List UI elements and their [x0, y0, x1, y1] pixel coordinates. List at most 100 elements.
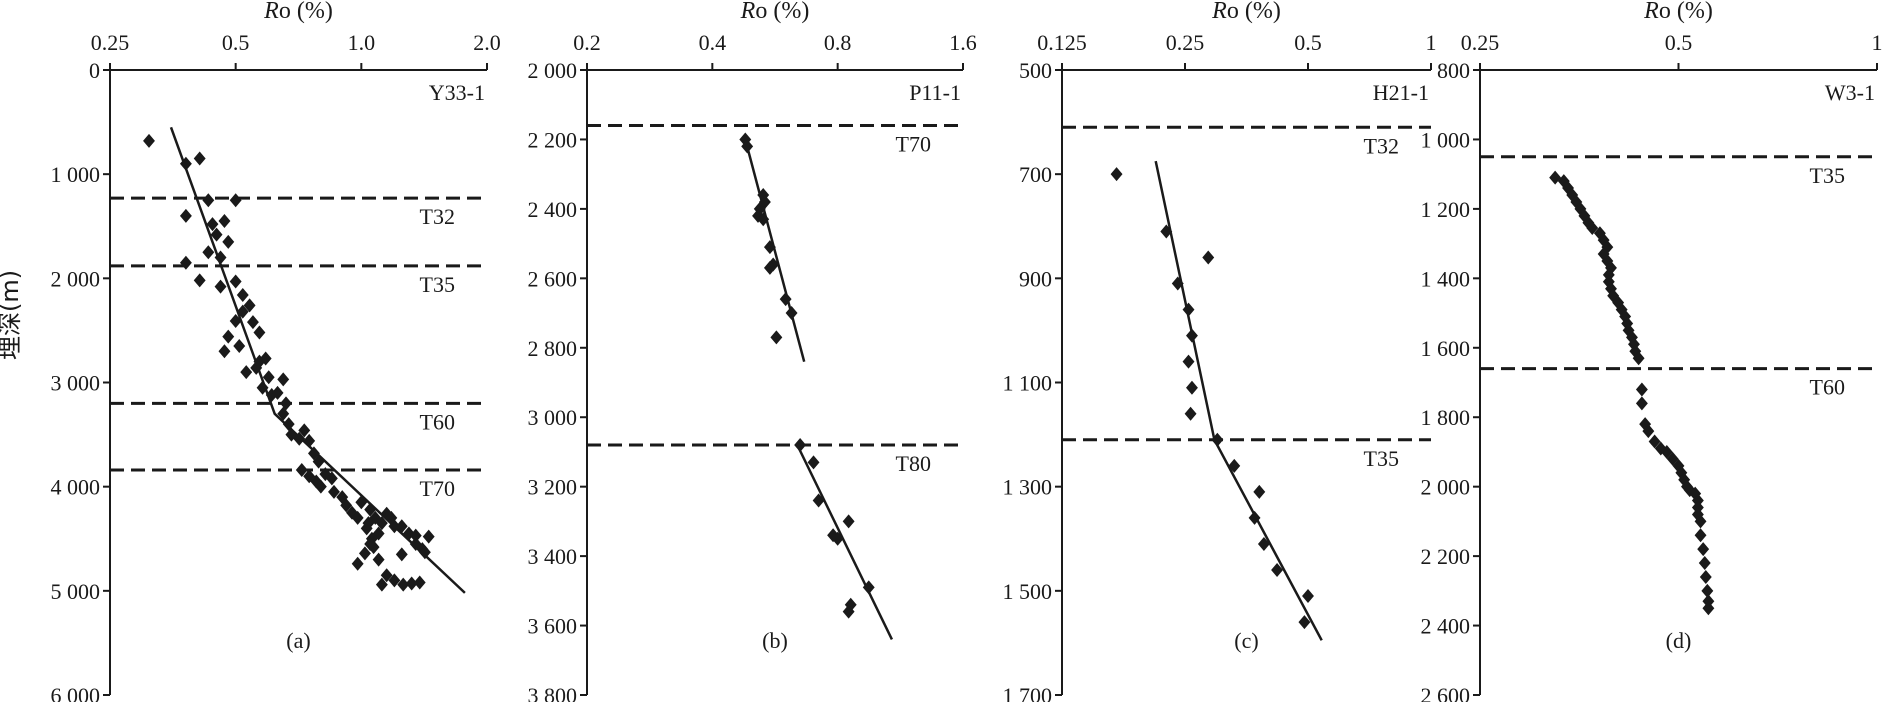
x-tick-label: 0.8 [824, 30, 852, 55]
data-point [1302, 589, 1314, 603]
data-point [194, 273, 206, 287]
horizon-label: T70 [420, 476, 455, 501]
y-tick-label: 2 000 [528, 58, 578, 83]
panel-b: 0.2 0.4 0.8 1.6 2 000 2 200 2 400 2 600 2 800 3 0… [528, 0, 977, 702]
data-point [218, 344, 230, 358]
panel-label: (c) [1234, 628, 1258, 653]
panel-d: 0.25 0.5 18001 0001 2001 4001 6001 8002 00… [1421, 0, 1883, 702]
y-tick-label: 900 [1019, 266, 1052, 291]
x-axis-title: Ro (%) [1211, 0, 1281, 24]
x-tick-label: 0.125 [1037, 30, 1087, 55]
horizon-label: T32 [1364, 133, 1399, 158]
y-axis-label: 埋深(m) [0, 270, 24, 360]
y-tick-label: 500 [1019, 58, 1052, 83]
x-axis-title-rest: o (%) [279, 0, 333, 24]
y-tick-label: 2 200 [1421, 544, 1471, 569]
data-point [143, 134, 155, 148]
y-tick-label: 1 000 [1421, 127, 1471, 152]
data-point [202, 245, 214, 259]
data-point [180, 209, 192, 223]
y-tick-label: 700 [1019, 162, 1052, 187]
y-tick-label: 2 600 [528, 266, 578, 291]
y-tick-label: 1 500 [1003, 579, 1053, 604]
data-point [1636, 382, 1648, 396]
y-tick-label: 1 200 [1421, 197, 1471, 222]
y-tick-label: 3 600 [528, 614, 578, 639]
y-tick-label: 3 400 [528, 544, 578, 569]
data-point [194, 152, 206, 166]
y-tick-label: 2 600 [1421, 683, 1471, 702]
data-point [230, 193, 242, 207]
panel-c: 0.125 0.25 0.5 15007009001 1001 3001 5001 7… [1003, 0, 1437, 702]
y-tick-label: 3 000 [51, 371, 101, 396]
data-point [237, 288, 249, 302]
x-tick-label: 0.25 [91, 30, 130, 55]
trend-line [745, 139, 804, 361]
y-tick-label: 1 100 [1003, 371, 1053, 396]
y-tick-label: 2 200 [528, 127, 578, 152]
panel-label: (a) [286, 628, 310, 653]
data-point [423, 530, 435, 544]
horizon-label: T35 [420, 272, 455, 297]
horizon-label: T60 [420, 409, 455, 434]
data-point [1695, 528, 1707, 542]
data-point [1253, 485, 1265, 499]
x-tick-label: 0.4 [699, 30, 727, 55]
data-point [1699, 556, 1711, 570]
data-point [240, 365, 252, 379]
panel-label: (b) [762, 628, 788, 653]
x-axis-title-rest: o (%) [1659, 0, 1713, 24]
data-point [1697, 542, 1709, 556]
data-point [414, 576, 426, 590]
horizon-label: T35 [1364, 446, 1399, 471]
y-tick-label: 5 000 [51, 579, 101, 604]
y-tick-label: 1 600 [1421, 336, 1471, 361]
data-point [786, 306, 798, 320]
y-tick-label: 0 [89, 58, 100, 83]
y-tick-label: 2 000 [1421, 475, 1471, 500]
horizon-label: T32 [420, 204, 455, 229]
well-name: P11-1 [909, 80, 961, 105]
x-axis-title-italic: R [1643, 0, 1659, 24]
data-point [247, 315, 259, 329]
well-name: H21-1 [1373, 80, 1429, 105]
x-tick-label: 0.25 [1461, 30, 1500, 55]
y-tick-label: 2 800 [528, 336, 578, 361]
x-axis-title-italic: R [263, 0, 279, 24]
data-point [1202, 251, 1214, 265]
panel-label: (d) [1666, 628, 1692, 653]
data-point [1111, 167, 1123, 181]
data-point [843, 514, 855, 528]
y-tick-label: 3 800 [528, 683, 578, 702]
data-point [233, 339, 245, 353]
x-axis-title-italic: R [1211, 0, 1227, 24]
data-point [180, 256, 192, 270]
data-point [230, 274, 242, 288]
data-point [352, 557, 364, 571]
data-point [222, 235, 234, 249]
y-tick-label: 1 400 [1421, 266, 1471, 291]
data-point [1183, 303, 1195, 317]
data-point [355, 495, 367, 509]
horizon-label: T60 [1810, 375, 1845, 400]
y-tick-label: 2 400 [1421, 614, 1471, 639]
data-point [1186, 381, 1198, 395]
data-point [1183, 355, 1195, 369]
y-tick-label: 3 000 [528, 405, 578, 430]
x-axis-title: Ro (%) [263, 0, 333, 24]
data-point [280, 396, 292, 410]
panel-a: 0.25 0.5 1.0 2.0 0 1 000 2 000 3 000 4 000 5 000 6… [51, 0, 501, 702]
y-tick-label: 2 000 [51, 266, 101, 291]
data-point [373, 553, 385, 567]
x-axis-title: Ro (%) [1643, 0, 1713, 24]
data-point [1700, 570, 1712, 584]
data-point [396, 547, 408, 561]
y-tick-label: 2 400 [528, 197, 578, 222]
x-axis-title-rest: o (%) [1227, 0, 1281, 24]
data-point [277, 372, 289, 386]
horizon-label: T70 [896, 132, 931, 157]
data-point [794, 438, 806, 452]
well-name: W3-1 [1825, 80, 1875, 105]
y-tick-label: 800 [1437, 58, 1470, 83]
